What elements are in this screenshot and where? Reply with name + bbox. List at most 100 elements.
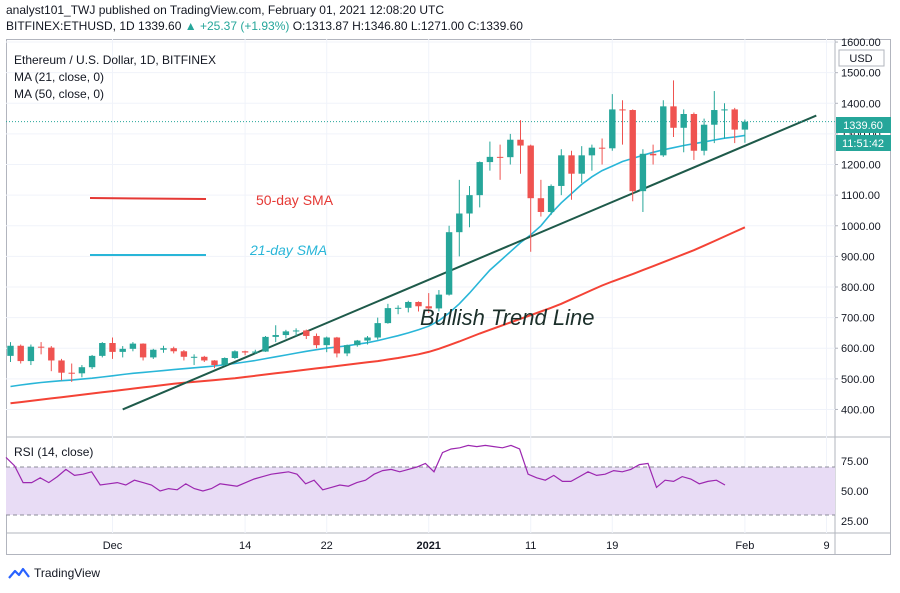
- candle: [537, 179, 545, 217]
- candle: [517, 120, 524, 174]
- candle: [99, 342, 106, 358]
- price-tick-label: 500.00: [841, 374, 875, 386]
- candle-body: [660, 106, 667, 156]
- candle-body: [690, 114, 698, 151]
- candle: [700, 118, 708, 156]
- price-tick-label: 1400.00: [841, 98, 881, 110]
- candle: [639, 149, 647, 212]
- candle-body: [711, 110, 718, 125]
- candle-body: [221, 358, 228, 366]
- candle-body: [435, 294, 443, 309]
- candle-body: [109, 343, 116, 352]
- candle: [354, 339, 361, 347]
- candle-body: [262, 336, 269, 352]
- candle: [711, 91, 718, 144]
- candle-body: [323, 337, 330, 346]
- candle: [190, 354, 198, 366]
- candle: [374, 317, 381, 340]
- candle: [690, 112, 698, 160]
- candle-body: [99, 343, 106, 356]
- candle-body: [48, 347, 55, 361]
- last-price: 1339.60: [138, 19, 182, 33]
- candle-body: [241, 351, 249, 353]
- sma50-annotation: 50-day SMA: [256, 192, 334, 208]
- candle: [364, 335, 371, 345]
- candle: [88, 354, 96, 370]
- countdown-tag: [836, 135, 891, 151]
- candle: [7, 342, 14, 362]
- candle-body: [354, 340, 361, 346]
- candle-body: [629, 110, 636, 192]
- candle: [568, 150, 575, 200]
- ma50-line: [10, 226, 746, 405]
- rsi-band: [6, 467, 835, 515]
- candle-body: [201, 356, 208, 361]
- candle: [231, 350, 239, 359]
- candle-body: [68, 372, 75, 374]
- tradingview-footer[interactable]: TradingView: [8, 566, 100, 580]
- candle-body: [496, 156, 504, 158]
- ohlc-open: O:1313.87: [292, 19, 349, 33]
- candle-body: [160, 348, 167, 350]
- candle-body: [374, 323, 381, 338]
- price-tick-label: 900.00: [841, 251, 875, 263]
- time-tick-label: 22: [321, 540, 333, 552]
- symbol: BITFINEX:ETHUSD, 1D: [6, 19, 135, 33]
- candle-body: [129, 343, 137, 349]
- candle-body: [170, 348, 177, 352]
- candle: [598, 138, 606, 165]
- time-tick-label: 11: [525, 540, 536, 552]
- currency-label: USD: [849, 53, 872, 65]
- candle: [435, 290, 443, 312]
- time-tick-label: 9: [823, 540, 829, 552]
- price-tick-label: 1600.00: [841, 37, 881, 49]
- price-tick-label: 1200.00: [841, 160, 881, 172]
- bullish-trend-line: [122, 114, 817, 411]
- candle-body: [282, 331, 290, 336]
- candle-body: [78, 367, 86, 374]
- candle: [660, 100, 667, 157]
- candle-body: [139, 343, 147, 358]
- legend-ma50: MA (50, close, 0): [14, 87, 104, 101]
- candle-body: [405, 301, 412, 308]
- candle-body: [527, 145, 534, 199]
- candle-body: [364, 337, 371, 341]
- candle-body: [537, 198, 545, 212]
- candle: [180, 350, 188, 361]
- rsi-tick-label: 25.00: [841, 516, 869, 528]
- candle: [476, 161, 483, 208]
- tradingview-logo-icon: [8, 567, 30, 579]
- candle-body: [700, 124, 708, 151]
- candle-body: [180, 351, 188, 357]
- ma21-line: [10, 134, 746, 388]
- candle: [252, 349, 259, 354]
- candle: [323, 336, 330, 353]
- candle-body: [190, 356, 198, 358]
- price-tick-label: 1500.00: [841, 68, 881, 80]
- candle-body: [731, 109, 738, 130]
- last-price-tag-text: 1339.60: [843, 120, 883, 132]
- candle: [384, 303, 392, 324]
- candle: [119, 346, 126, 358]
- candle: [109, 337, 116, 359]
- candle: [588, 144, 596, 171]
- candle-body: [27, 346, 35, 362]
- legend-rsi: RSI (14, close): [14, 445, 93, 459]
- time-tick-label: 14: [239, 540, 251, 552]
- candle-body: [119, 348, 126, 352]
- candle: [150, 348, 157, 359]
- candle: [415, 301, 422, 312]
- ohlc-close: C:1339.60: [467, 19, 523, 33]
- candle-body: [598, 147, 606, 149]
- symbol-ohlc-line: BITFINEX:ETHUSD, 1D 1339.60 ▲ +25.37 (+1…: [6, 19, 523, 33]
- candle: [262, 335, 269, 352]
- candle-body: [670, 106, 677, 128]
- candle: [58, 358, 65, 381]
- candle: [496, 144, 504, 180]
- candle: [405, 300, 412, 313]
- candle: [129, 342, 137, 352]
- candle: [486, 141, 494, 171]
- currency-box[interactable]: [838, 49, 885, 67]
- candle-body: [547, 185, 555, 212]
